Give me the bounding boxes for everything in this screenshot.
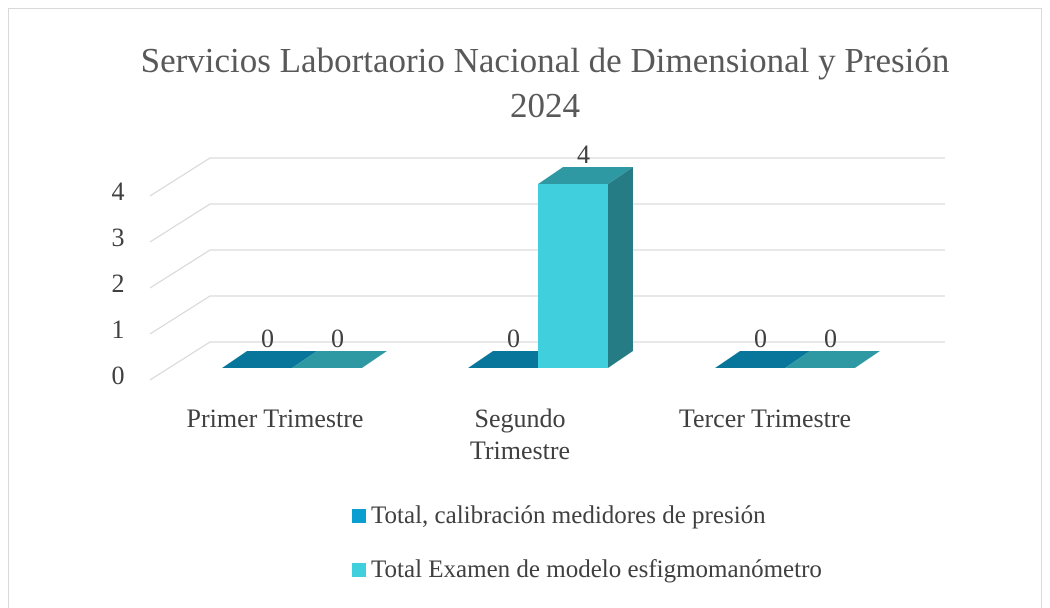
legend-label: Total, calibración medidores de presión: [371, 502, 766, 529]
data-label: 0: [331, 324, 344, 353]
bar-side: [608, 167, 633, 368]
chart-title: Servicios Labortaorio Nacional de Dimens…: [140, 41, 950, 125]
grid-line: [149, 203, 945, 243]
y-tick-label: 4: [112, 177, 125, 206]
y-tick-label: 1: [112, 315, 125, 344]
y-tick-label: 0: [112, 361, 125, 390]
bar-top: [292, 351, 387, 368]
bar: [785, 351, 880, 368]
bar-top: [538, 167, 633, 184]
legend-swatch: [352, 563, 366, 577]
bar: [292, 351, 387, 368]
bar: [538, 167, 633, 368]
chart-frame: [8, 8, 1042, 608]
legend-entry: Total, calibración medidores de presión: [352, 502, 766, 530]
grid-line: [149, 341, 945, 381]
bar: [222, 351, 317, 368]
grid-line: [149, 157, 945, 197]
bar-front: [538, 184, 608, 368]
data-label: 4: [577, 140, 590, 169]
legend-swatch: [352, 509, 366, 523]
bar-top: [715, 351, 810, 368]
x-tick-label: Primer Trimestre: [186, 404, 364, 433]
legend-label: Total Examen de modelo esfigmomanómetro: [371, 556, 822, 583]
bar-top: [785, 351, 880, 368]
data-label: 0: [754, 324, 767, 353]
grid-line: [149, 249, 945, 289]
bar-top: [222, 351, 317, 368]
data-label: 0: [824, 324, 837, 353]
y-tick-label: 3: [112, 223, 125, 252]
x-tick-label: Tercer Trimestre: [678, 404, 852, 433]
legend-entry: Total Examen de modelo esfigmomanómetro: [352, 556, 822, 584]
x-tick-label: Segundo Trimestre: [469, 404, 571, 465]
data-label: 0: [507, 324, 520, 353]
y-tick-label: 2: [112, 269, 125, 298]
bar: [715, 351, 810, 368]
data-label: 0: [261, 324, 274, 353]
grid-line: [149, 295, 945, 335]
